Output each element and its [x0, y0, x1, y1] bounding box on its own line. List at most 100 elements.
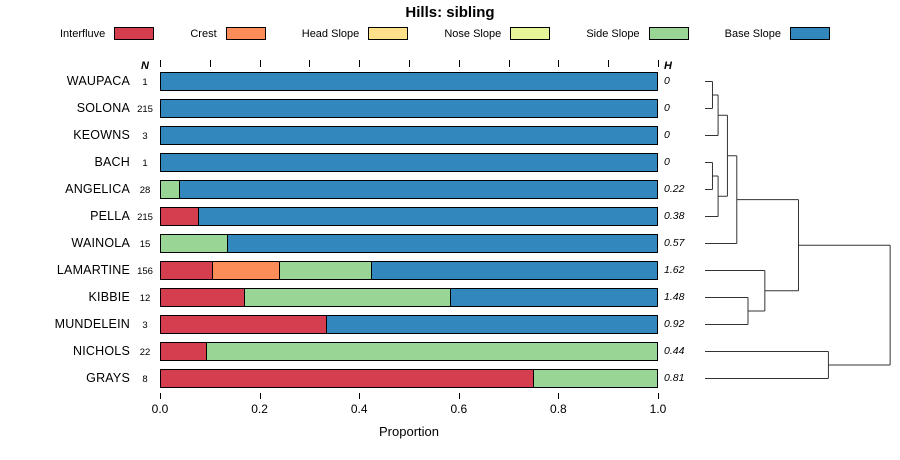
bar-segment [161, 208, 198, 225]
h-value: 0 [664, 156, 670, 168]
bar-row: BACH 1 0 [0, 149, 900, 176]
top-tick [508, 60, 510, 67]
legend-label: Interfluve [60, 27, 106, 40]
series-label: GRAYS [86, 371, 130, 385]
stacked-bar [160, 288, 658, 307]
bar-segment [533, 370, 657, 387]
n-value: 215 [137, 104, 153, 115]
bar-row: KEOWNS 3 0 [0, 122, 900, 149]
h-column-header: H [664, 60, 672, 72]
n-value: 8 [142, 374, 148, 385]
bar-segment [197, 208, 657, 225]
x-tick-label: 1.0 [649, 402, 667, 416]
stacked-bar [160, 99, 658, 118]
top-tick [658, 60, 659, 67]
bar-segment [161, 235, 227, 252]
chart-title: Hills: sibling [405, 4, 495, 21]
bar-segment [279, 262, 372, 279]
n-value: 1 [142, 77, 148, 88]
h-value: 0.92 [664, 318, 685, 330]
n-value: 215 [137, 212, 153, 223]
n-value: 28 [139, 185, 151, 196]
h-value: 0.22 [664, 183, 685, 195]
stacked-bar [160, 315, 658, 334]
stacked-bar [160, 72, 658, 91]
top-tick [259, 60, 261, 67]
dendrogram [705, 81, 891, 379]
top-tick [458, 60, 460, 67]
stacked-bar [160, 342, 658, 361]
n-value: 1 [142, 158, 148, 169]
h-value: 0.44 [664, 345, 685, 357]
bar-segment [161, 316, 327, 333]
x-tick-label: 0.2 [251, 402, 268, 416]
stacked-bar [160, 180, 658, 199]
legend-swatch [114, 27, 155, 40]
top-tick [608, 60, 610, 67]
n-value: 15 [139, 239, 151, 250]
bar-row: NICHOLS 22 0.44 [0, 338, 900, 365]
series-label: KIBBIE [88, 290, 130, 304]
bar-segment [161, 181, 179, 198]
bar-rows: WAUPACA 1 0 SOLONA 215 0 KEOWNS 3 0 BACH 1 0 ANGELIC… [0, 68, 900, 392]
top-tick [359, 60, 361, 67]
legend-swatch [648, 27, 689, 40]
bottom-tick [658, 393, 659, 399]
bar-row: WAUPACA 1 0 [0, 68, 900, 95]
bottom-tick [458, 393, 460, 399]
series-label: WAUPACA [66, 74, 130, 88]
h-value: 1.62 [664, 264, 685, 276]
bar-row: GRAYS 8 0.81 [0, 365, 900, 392]
n-value: 156 [137, 266, 153, 277]
bar-segment [161, 154, 657, 171]
n-column-header: N [141, 60, 149, 72]
bar-row: KIBBIE 12 1.48 [0, 284, 900, 311]
bar-segment [161, 100, 657, 117]
bar-row: MUNDELEIN 3 0.92 [0, 311, 900, 338]
top-tick [309, 60, 311, 67]
bottom-tick [359, 393, 361, 399]
legend-swatch [789, 27, 830, 40]
bar-segment [226, 235, 657, 252]
x-axis-label: Proportion [379, 424, 439, 439]
bar-row: ANGELICA 28 0.22 [0, 176, 900, 203]
series-label: KEOWNS [73, 128, 130, 142]
bar-row: SOLONA 215 0 [0, 95, 900, 122]
legend-swatch [368, 27, 409, 40]
bar-segment [206, 343, 657, 360]
series-label: BACH [94, 155, 130, 169]
bar-row: LAMARTINE 156 1.62 [0, 257, 900, 284]
series-label: ANGELICA [65, 182, 130, 196]
legend-swatch [225, 27, 266, 40]
h-value: 0.81 [664, 372, 685, 384]
legend-item: Interfluve [60, 27, 155, 40]
h-value: 0.38 [664, 210, 685, 222]
n-value: 3 [142, 131, 148, 142]
n-value: 3 [142, 320, 148, 331]
legend-swatch [510, 27, 551, 40]
bar-row: PELLA 215 0.38 [0, 203, 900, 230]
bottom-tick [160, 393, 161, 399]
legend-item: Head Slope [302, 27, 409, 40]
bar-segment [161, 370, 533, 387]
x-tick-label: 0.0 [151, 402, 169, 416]
legend-label: Crest [190, 27, 217, 40]
legend-label: Side Slope [586, 27, 640, 40]
bar-segment [371, 262, 657, 279]
legend-item: Side Slope [586, 27, 689, 40]
stacked-bar [160, 261, 658, 280]
legend-label: Base Slope [724, 27, 781, 40]
bar-segment [243, 289, 451, 306]
legend-item: Nose Slope [444, 27, 551, 40]
h-value: 1.48 [664, 291, 685, 303]
bottom-tick [259, 393, 261, 399]
legend-label: Head Slope [301, 27, 360, 40]
x-tick-label: 0.4 [350, 402, 368, 416]
h-value: 0 [664, 129, 670, 141]
stacked-bar [160, 234, 658, 253]
bar-segment [212, 262, 280, 279]
series-label: SOLONA [76, 101, 130, 115]
h-value: 0 [664, 75, 670, 87]
legend-item: Base Slope [725, 27, 830, 40]
series-label: LAMARTINE [56, 263, 130, 277]
